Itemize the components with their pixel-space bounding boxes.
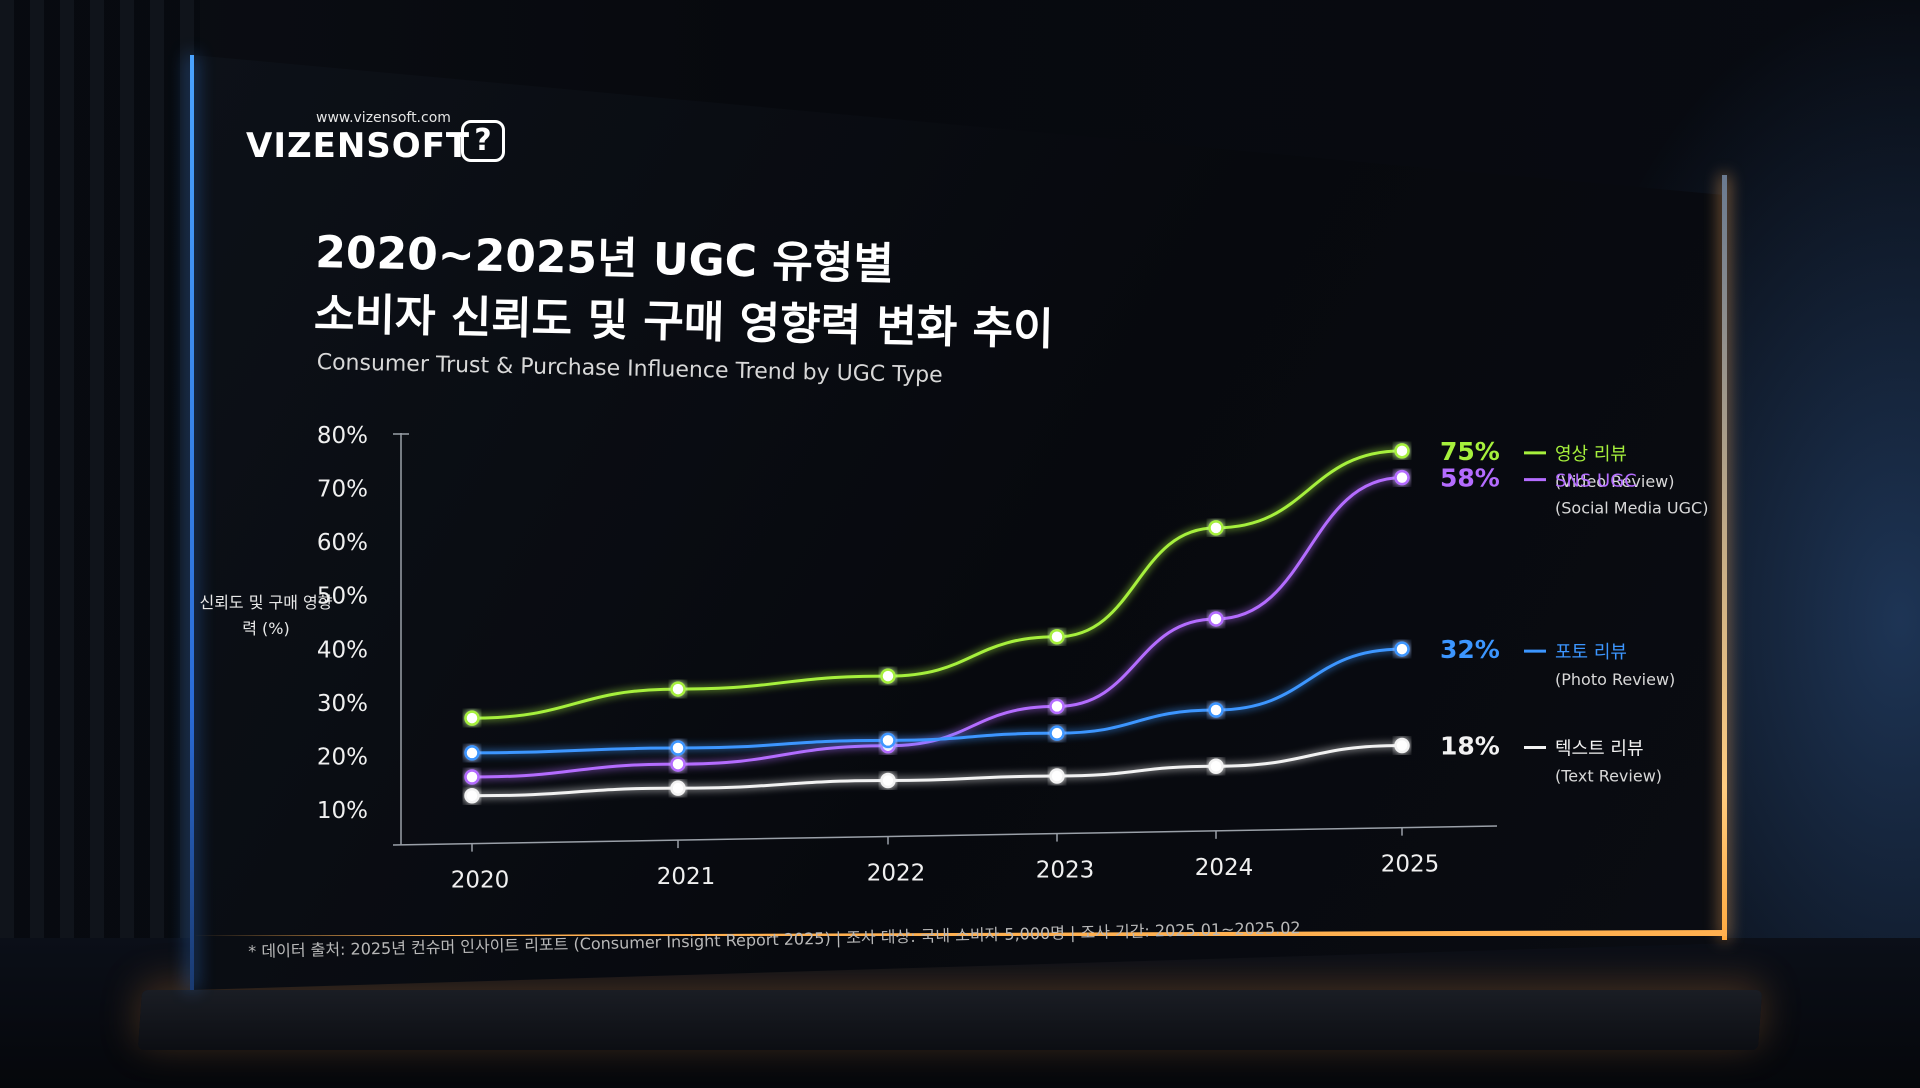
data-point	[1049, 628, 1065, 645]
x-axis-line	[392, 825, 1498, 846]
y-axis-label: 신뢰도 및 구매 영향력 (%)	[199, 593, 333, 638]
x-tick-label: 2024	[1195, 855, 1254, 881]
data-point	[464, 769, 480, 785]
data-point	[1394, 443, 1410, 459]
legend-sub: (Text Review)	[1555, 766, 1662, 785]
data-point	[1394, 641, 1410, 657]
data-point	[670, 740, 686, 756]
end-value-label: 32%	[1440, 635, 1500, 664]
y-tick-label: 10%	[317, 798, 368, 824]
y-tick-label: 60%	[317, 530, 368, 556]
end-value-label: 75%	[1440, 437, 1500, 466]
legend-sub: (Video Review)	[1555, 472, 1674, 491]
x-tick-label: 2021	[657, 864, 716, 890]
legend-name: 포토 리뷰	[1555, 642, 1627, 663]
end-value-label: 58%	[1440, 464, 1500, 493]
y-tick-label: 20%	[317, 744, 368, 770]
display-panel	[192, 55, 1727, 990]
data-point	[464, 745, 480, 761]
question-bubble-icon: ?	[461, 120, 505, 162]
data-point	[1208, 702, 1224, 718]
data-point	[464, 710, 480, 726]
y-tick-label: 80%	[317, 423, 368, 449]
data-point	[1049, 725, 1065, 741]
panel-edge-bottom	[192, 930, 1727, 936]
panel-edge-left	[190, 55, 194, 990]
x-tick-label: 2023	[1036, 858, 1095, 884]
y-tick-label: 40%	[317, 637, 368, 663]
data-point	[1208, 611, 1224, 627]
data-point	[1394, 737, 1410, 754]
data-point	[670, 780, 686, 796]
data-point	[464, 788, 480, 804]
x-tick-label: 2022	[867, 860, 926, 886]
data-point	[670, 756, 686, 772]
data-point	[1049, 698, 1065, 715]
data-point	[1394, 469, 1410, 486]
data-point	[1208, 758, 1224, 775]
series-line-0	[471, 449, 1403, 720]
y-tick-label: 50%	[317, 584, 368, 610]
data-point	[880, 732, 896, 749]
legend-sub: (Photo Review)	[1555, 670, 1675, 689]
series-line-1	[471, 476, 1403, 779]
y-tick-label: 30%	[317, 691, 368, 717]
data-point	[880, 772, 896, 789]
legend-name: 영상 리뷰	[1555, 444, 1627, 465]
logo-url: www.vizensoft.com	[316, 110, 451, 126]
series-line-2	[471, 647, 1403, 755]
logo-name: VIZENSOFT	[246, 126, 471, 166]
series-line-3	[471, 743, 1403, 798]
data-point	[1049, 768, 1065, 784]
end-value-label: 18%	[1440, 731, 1500, 760]
data-point	[670, 681, 686, 697]
x-tick-label: 2020	[451, 868, 510, 894]
panel-edge-right	[1722, 175, 1727, 940]
background-stripes	[0, 0, 200, 1088]
x-tick-label: 2025	[1381, 852, 1440, 878]
legend-name: SNS UGC	[1555, 471, 1637, 492]
legend-sub: (Social Media UGC)	[1555, 499, 1708, 518]
data-point	[1208, 520, 1224, 536]
legend-name: 텍스트 리뷰	[1555, 738, 1644, 759]
y-tick-label: 70%	[317, 477, 368, 503]
data-point	[880, 668, 896, 684]
